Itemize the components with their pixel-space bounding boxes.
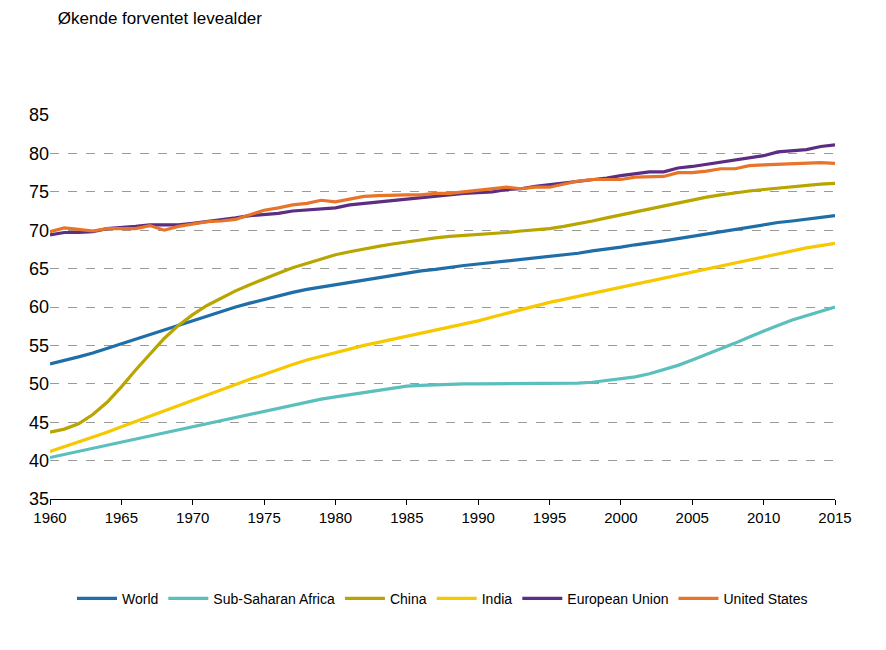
- svg-text:Økende forventet levealder: Økende forventet levealder: [58, 9, 262, 28]
- svg-text:United States: United States: [723, 591, 807, 607]
- svg-text:35: 35: [29, 489, 49, 509]
- svg-text:70: 70: [29, 221, 49, 241]
- svg-text:40: 40: [29, 451, 49, 471]
- svg-text:European Union: European Union: [567, 591, 668, 607]
- svg-text:World: World: [122, 591, 158, 607]
- svg-text:1985: 1985: [390, 509, 423, 526]
- svg-text:1965: 1965: [105, 509, 138, 526]
- svg-text:2005: 2005: [676, 509, 709, 526]
- svg-text:1975: 1975: [247, 509, 280, 526]
- svg-text:China: China: [390, 591, 427, 607]
- svg-text:85: 85: [29, 105, 49, 125]
- svg-text:50: 50: [29, 374, 49, 394]
- svg-text:1995: 1995: [533, 509, 566, 526]
- svg-text:2000: 2000: [604, 509, 637, 526]
- svg-text:India: India: [482, 591, 513, 607]
- svg-text:80: 80: [29, 144, 49, 164]
- svg-text:2015: 2015: [818, 509, 851, 526]
- svg-text:60: 60: [29, 297, 49, 317]
- svg-text:45: 45: [29, 413, 49, 433]
- svg-text:1960: 1960: [33, 509, 66, 526]
- svg-text:1970: 1970: [176, 509, 209, 526]
- svg-text:Sub-Saharan Africa: Sub-Saharan Africa: [213, 591, 335, 607]
- svg-text:55: 55: [29, 336, 49, 356]
- svg-text:65: 65: [29, 259, 49, 279]
- svg-text:1990: 1990: [461, 509, 494, 526]
- svg-text:75: 75: [29, 182, 49, 202]
- svg-text:1980: 1980: [319, 509, 352, 526]
- svg-text:2010: 2010: [747, 509, 780, 526]
